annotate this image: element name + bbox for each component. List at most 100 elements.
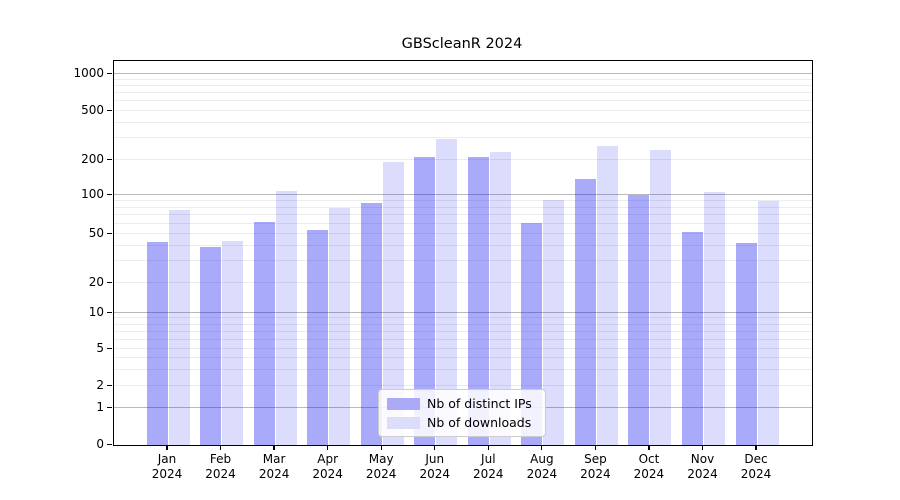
x-tick-label-nov: Nov 2024 [687,452,718,481]
y-tick-mark-1000 [106,72,112,74]
y-tick-mark-100 [106,193,112,195]
minor-gridline-3 [114,368,812,370]
x-tick-mark-nov [701,445,704,450]
minor-gridline-600 [114,100,812,102]
x-tick-label-jul: Jul 2024 [473,452,504,481]
minor-gridline-70 [114,214,812,216]
minor-gridline-400 [114,121,812,123]
y-tick-label-5: 5 [96,341,104,355]
x-tick-label-dec: Dec 2024 [740,452,772,481]
bar-downloads-jul [489,152,511,445]
plot-area: Nb of distinct IPs Nb of downloads [113,60,813,446]
x-tick-label-oct: Oct 2024 [633,452,665,481]
bar-downloads-oct [650,149,672,445]
major-gridline-100 [114,194,812,195]
major-gridline-10 [114,312,812,313]
minor-gridline-20 [114,282,812,283]
legend-swatch-distinct-ips [387,397,420,410]
minor-gridline-2 [114,385,812,386]
y-tick-label-1000: 1000 [73,66,104,80]
bar-downloads-feb [222,240,244,445]
minor-gridline-4 [114,357,812,359]
y-tick-label-0: 0 [96,437,104,451]
legend-label-downloads: Nb of downloads [427,415,532,430]
x-tick-label-apr: Apr 2024 [312,452,343,481]
minor-gridline-80 [114,206,812,208]
x-tick-mark-jan [166,445,168,450]
x-tick-mark-sep [594,445,597,450]
y-tick-label-1: 1 [96,400,104,414]
chart-title: GBScleanR 2024 [401,36,523,52]
minor-gridline-40 [114,244,812,246]
minor-gridline-7 [114,330,812,332]
x-tick-mark-feb [219,445,222,450]
y-tick-label-10: 10 [88,305,104,319]
bar-downloads-apr [329,208,351,445]
y-tick-mark-0 [106,443,112,445]
x-tick-label-jun: Jun 2024 [419,452,451,481]
minor-gridline-8 [114,323,812,325]
y-tick-label-2: 2 [96,378,104,392]
minor-gridline-6 [114,338,812,340]
bar-downloads-jun [436,138,458,445]
legend-item-downloads: Nb of downloads [387,415,537,430]
y-tick-mark-500 [106,109,112,111]
minor-gridline-60 [114,222,812,224]
x-tick-mark-aug [541,445,543,450]
legend-label-distinct-ips: Nb of distinct IPs [427,396,532,411]
y-tick-mark-1 [106,406,112,408]
bar-distinct-ips-dec [735,243,757,445]
x-tick-label-may: May 2024 [365,452,397,481]
major-gridline-1000 [114,73,812,74]
minor-gridline-800 [114,84,812,86]
bar-downloads-nov [704,191,725,445]
bar-distinct-ips-jul [467,156,489,445]
x-tick-label-sep: Sep 2024 [580,452,611,481]
minor-gridline-500 [114,110,812,111]
y-tick-label-20: 20 [88,275,104,289]
bar-distinct-ips-sep [574,178,596,445]
bar-downloads-aug [543,199,565,445]
x-tick-label-aug: Aug 2024 [526,452,558,481]
bar-distinct-ips-jun [414,156,436,445]
minor-gridline-9 [114,317,812,319]
x-tick-mark-jul [487,445,489,450]
minor-gridline-700 [114,92,812,94]
legend: Nb of distinct IPs Nb of downloads [378,389,546,437]
x-tick-label-mar: Mar 2024 [258,452,290,481]
x-tick-mark-jun [434,445,436,450]
bar-distinct-ips-may [360,202,382,445]
x-tick-mark-may [380,445,382,450]
y-tick-label-50: 50 [88,226,104,240]
x-tick-mark-mar [273,445,275,450]
y-tick-mark-5 [106,347,112,349]
bar-distinct-ips-nov [682,231,703,445]
bar-distinct-ips-feb [200,247,222,445]
bar-distinct-ips-apr [307,229,329,445]
bar-downloads-may [382,161,404,445]
bar-distinct-ips-mar [253,221,275,445]
bar-downloads-mar [275,191,297,445]
y-tick-label-100: 100 [81,187,104,201]
legend-swatch-downloads [387,416,420,429]
bar-downloads-sep [596,145,618,445]
minor-gridline-90 [114,199,812,201]
minor-gridline-300 [114,137,812,139]
y-tick-mark-20 [106,281,112,283]
x-tick-label-jan: Jan 2024 [151,452,183,481]
y-tick-label-500: 500 [81,103,104,117]
x-tick-mark-oct [648,445,650,450]
y-tick-mark-50 [106,232,112,234]
minor-gridline-5 [114,348,812,349]
bar-distinct-ips-oct [628,195,650,445]
minor-gridline-30 [114,260,812,262]
x-tick-label-feb: Feb 2024 [205,452,236,481]
x-tick-mark-dec [755,445,757,450]
y-tick-label-200: 200 [81,152,104,166]
x-tick-mark-apr [327,445,329,450]
bar-downloads-jan [168,210,190,445]
y-tick-mark-10 [106,311,112,313]
minor-gridline-200 [114,159,812,160]
bar-downloads-dec [757,200,779,445]
